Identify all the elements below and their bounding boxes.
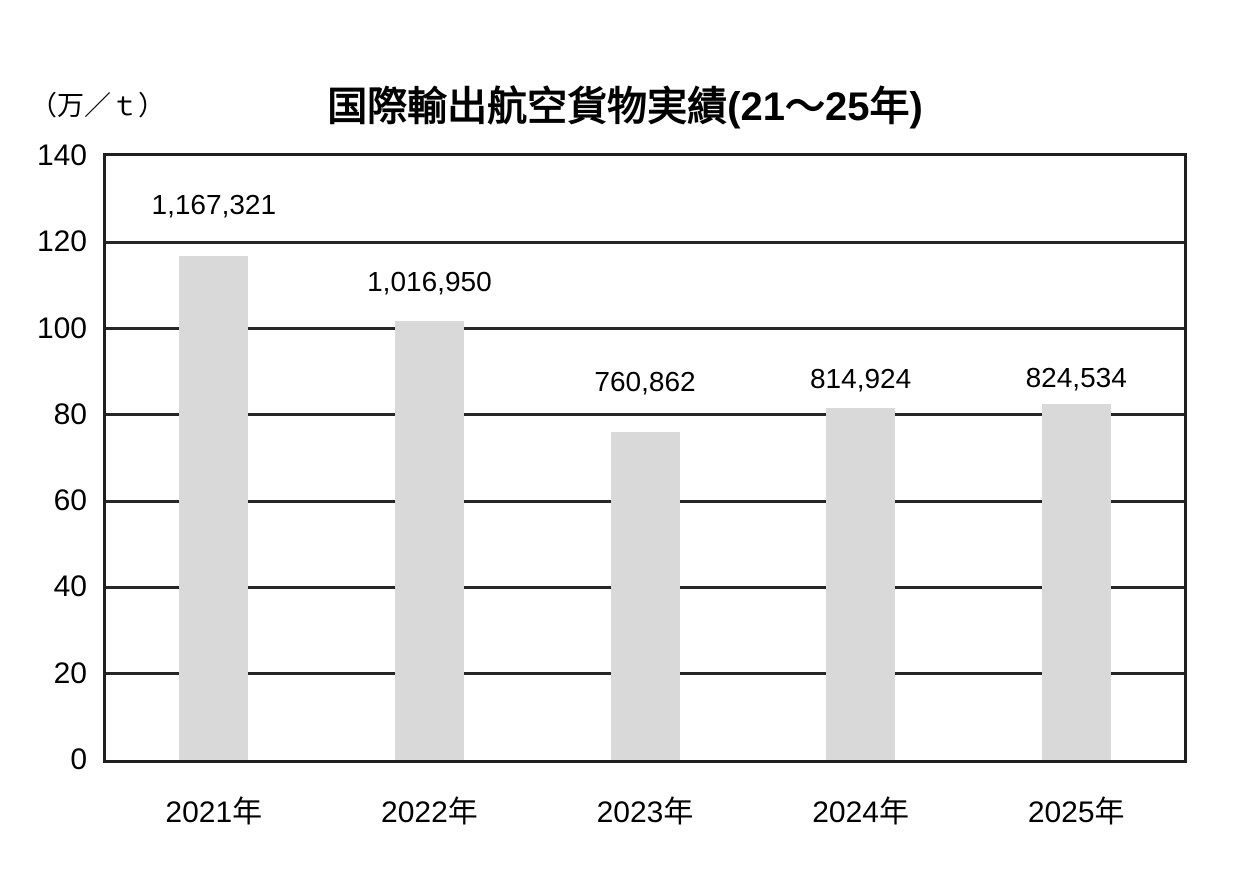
gridline [106,413,1184,417]
bar-value-label: 760,862 [594,366,696,397]
y-tick-label: 140 [36,139,87,172]
y-tick-label: 20 [53,656,87,690]
bar [179,256,249,760]
y-tick-label: 80 [53,397,87,431]
plot-area: 1,167,321 1,016,950 760,862 814,924 824,534 [103,153,1187,763]
bar-value-label: 824,534 [1025,362,1127,393]
y-axis: 0 20 40 60 80 100 120 140 [0,139,87,776]
x-axis-label: 2022年 [381,796,478,829]
bar [610,431,680,760]
bar-value-label: 814,924 [809,363,912,394]
x-axis-label: 2025年 [1027,796,1125,829]
bar-value-label: 1,167,321 [151,189,277,220]
y-axis-unit-label: （万／ｔ） [30,91,165,121]
x-axis: 2021年 2022年 2023年 2024年 2025年 [106,787,1184,829]
x-axis-label: 2024年 [812,796,909,829]
chart-title: 国際輸出航空貨物実績(21～25年) [327,85,923,129]
bar [394,321,464,760]
y-tick-label: 100 [36,311,87,345]
bar-value-label: 1,016,950 [367,266,492,297]
gridline [106,327,1184,331]
x-axis-label: 2021年 [165,796,263,829]
y-tick-label: 60 [53,484,87,518]
x-axis-label: 2023年 [596,796,694,829]
y-tick-label: 0 [70,743,87,776]
y-tick-label: 120 [36,225,87,259]
y-tick-label: 40 [53,570,87,604]
gridline [106,240,1184,244]
bar [826,408,896,760]
bar [1041,404,1111,760]
